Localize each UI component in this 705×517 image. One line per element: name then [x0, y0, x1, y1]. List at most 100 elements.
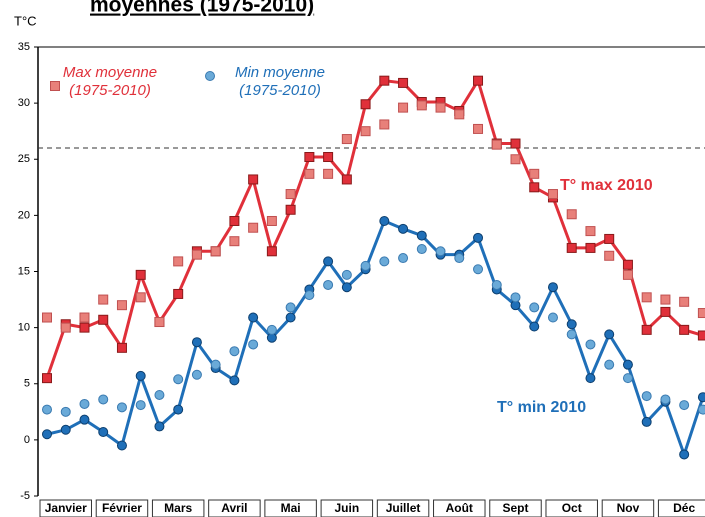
x-tick-label: Juillet [386, 501, 421, 515]
y-tick-label: 5 [24, 378, 30, 390]
point [98, 427, 109, 438]
point [191, 337, 202, 348]
point [491, 279, 502, 290]
x-tick-label: Avril [221, 501, 247, 515]
point [173, 374, 184, 385]
legend-marker [50, 81, 60, 91]
point [604, 359, 615, 370]
x-tick-label: Sept [502, 501, 528, 515]
point [266, 324, 277, 335]
point [679, 400, 690, 411]
point [416, 244, 427, 255]
series-label: T° max 2010 [560, 177, 653, 194]
month-box [376, 499, 430, 517]
point [60, 406, 71, 417]
point [229, 346, 240, 357]
point [248, 174, 259, 185]
point [60, 322, 71, 333]
point [660, 294, 671, 305]
point [98, 294, 109, 305]
x-tick-label: Oct [562, 501, 582, 515]
point [191, 369, 202, 380]
point [473, 232, 484, 243]
point [173, 256, 184, 267]
point [42, 312, 52, 323]
series-line [46, 219, 705, 460]
point [566, 319, 577, 330]
point [360, 126, 371, 137]
point [641, 391, 652, 402]
point [229, 375, 240, 386]
month-box [264, 499, 317, 517]
point [304, 152, 315, 163]
x-tick-label: Mai [281, 501, 301, 515]
y-tick-label: 20 [18, 209, 30, 221]
point [285, 312, 296, 323]
point [248, 339, 259, 350]
point [379, 119, 390, 130]
point [42, 373, 52, 384]
point [285, 302, 296, 313]
point [398, 77, 409, 88]
point [116, 402, 127, 413]
y-axis-label: T°C [14, 13, 37, 28]
y-tick-label: 0 [24, 434, 30, 446]
point [79, 312, 90, 323]
point [454, 253, 465, 264]
point [323, 168, 334, 179]
point [641, 292, 652, 303]
x-tick-label: Février [102, 501, 142, 515]
point [473, 75, 484, 86]
point [398, 102, 409, 113]
point [398, 253, 409, 264]
point [604, 233, 615, 244]
month-box [489, 499, 542, 517]
point [173, 404, 184, 415]
point [547, 189, 558, 200]
point [323, 256, 334, 267]
point [679, 449, 690, 460]
x-tick-label: Juin [335, 501, 360, 515]
point [510, 292, 521, 303]
point [135, 400, 146, 411]
point [566, 242, 577, 253]
point [154, 317, 165, 328]
point [42, 429, 52, 440]
point [379, 75, 390, 86]
point [98, 394, 109, 405]
point [60, 424, 71, 435]
x-tick-label: Déc [673, 501, 695, 515]
month-box [433, 499, 486, 517]
point [622, 269, 633, 280]
point [116, 300, 127, 311]
point [229, 215, 240, 226]
point [379, 215, 390, 226]
month-box [151, 499, 205, 517]
point [42, 404, 52, 415]
point [529, 302, 540, 313]
point [473, 264, 484, 275]
point [248, 312, 259, 323]
point [135, 269, 146, 280]
point [210, 246, 221, 257]
point [679, 296, 690, 307]
month-box [320, 499, 374, 517]
point [360, 260, 371, 271]
month-box [545, 499, 598, 517]
point [154, 389, 165, 400]
point [248, 222, 259, 233]
point [510, 138, 521, 149]
x-tick-label: Janvier [45, 501, 87, 515]
point [79, 322, 90, 333]
point [622, 359, 633, 370]
point [398, 223, 409, 234]
legend-max: Max moyenne (1975-2010) [62, 64, 158, 99]
point [641, 416, 652, 427]
point [679, 324, 690, 335]
y-tick-label: 15 [18, 265, 30, 277]
month-box [601, 499, 655, 517]
point [79, 398, 90, 409]
point [285, 204, 296, 215]
point [585, 226, 596, 237]
